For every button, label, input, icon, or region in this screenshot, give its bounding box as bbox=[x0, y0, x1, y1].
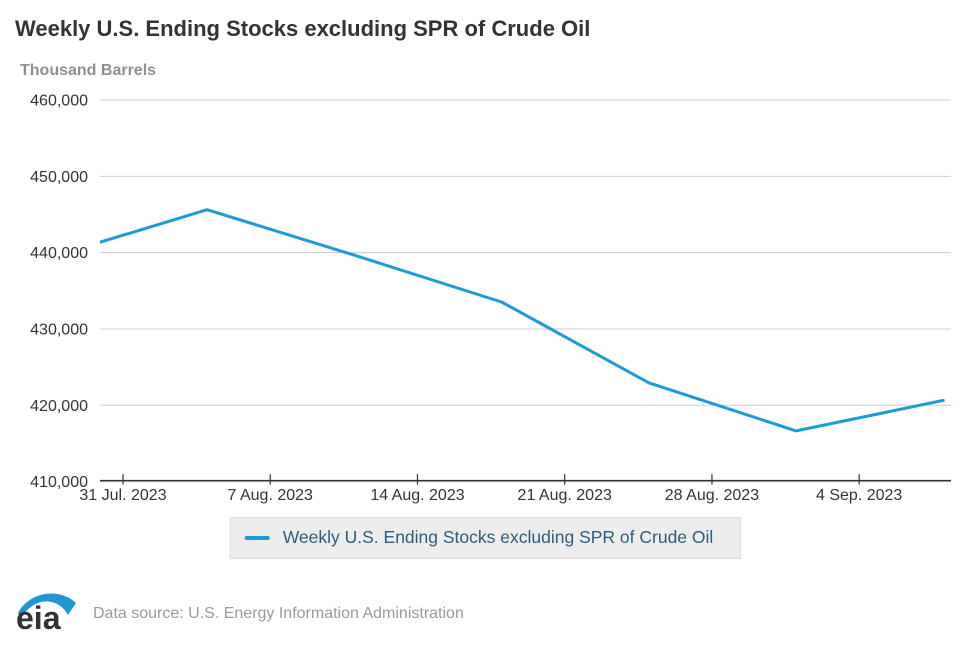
y-tick-label: 430,000 bbox=[30, 321, 88, 338]
eia-logo-text: eia bbox=[16, 600, 61, 631]
x-tick-labels: 31 Jul. 2023 7 Aug. 2023 14 Aug. 2023 21 Au… bbox=[79, 487, 902, 504]
legend-item[interactable]: Weekly U.S. Ending Stocks excluding SPR … bbox=[229, 517, 741, 559]
y-tick-label: 420,000 bbox=[30, 398, 88, 415]
y-tick-label: 460,000 bbox=[30, 93, 88, 110]
line-chart: 460,000 450,000 440,000 430,000 420,000 410,0… bbox=[30, 93, 951, 504]
y-tick-label: 450,000 bbox=[30, 169, 88, 186]
x-tick-marks bbox=[122, 474, 860, 485]
x-tick-label: 7 Aug. 2023 bbox=[228, 487, 314, 504]
eia-logo: eia bbox=[16, 593, 77, 631]
x-tick-label: 14 Aug. 2023 bbox=[370, 487, 464, 504]
data-line bbox=[100, 208, 945, 433]
y-gridlines bbox=[100, 99, 951, 483]
y-tick-labels: 460,000 450,000 440,000 430,000 420,000 410,0… bbox=[30, 93, 88, 492]
legend: Weekly U.S. Ending Stocks excluding SPR … bbox=[229, 517, 741, 559]
x-tick-label: 4 Sep. 2023 bbox=[816, 487, 902, 504]
chart-title: Weekly U.S. Ending Stocks excluding SPR … bbox=[15, 16, 591, 41]
legend-label: Weekly U.S. Ending Stocks excluding SPR … bbox=[282, 527, 714, 547]
x-tick-label: 28 Aug. 2023 bbox=[665, 487, 759, 504]
y-tick-label: 410,000 bbox=[30, 474, 88, 491]
legend-line-swatch bbox=[244, 535, 270, 540]
x-tick-label: 31 Jul. 2023 bbox=[79, 487, 166, 504]
data-source-text: Data source: U.S. Energy Information Adm… bbox=[93, 605, 464, 622]
y-axis-unit-label: Thousand Barrels bbox=[20, 62, 157, 79]
y-tick-label: 440,000 bbox=[30, 245, 88, 262]
eia-logo-swoosh bbox=[18, 593, 77, 616]
x-tick-label: 21 Aug. 2023 bbox=[518, 487, 612, 504]
footer: eia Data source: U.S. Energy Information… bbox=[14, 585, 464, 631]
